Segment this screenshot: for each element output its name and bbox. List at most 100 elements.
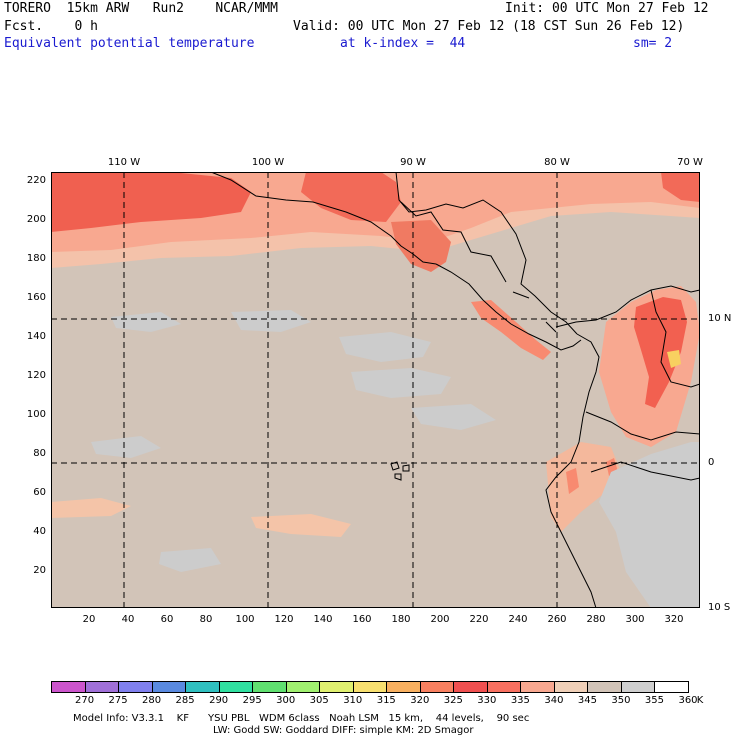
colorbar-label: 310 xyxy=(343,695,363,706)
cool-patch-5 xyxy=(159,548,221,572)
colorbar-label: 300 xyxy=(276,695,296,706)
hot-core-colombia xyxy=(634,297,687,408)
x-tick: 40 xyxy=(121,614,135,625)
hot-dots-ecuador xyxy=(566,458,618,494)
colorbar-unit: K xyxy=(696,695,704,706)
colorbar-swatch xyxy=(285,681,321,693)
y-tick: 80 xyxy=(33,448,46,459)
colorbar-swatch xyxy=(486,681,522,693)
colorbar-label: 305 xyxy=(309,695,329,706)
warm-strip-central-america xyxy=(471,300,551,360)
colorbar-label: 275 xyxy=(108,695,128,706)
hot-patch-gulf xyxy=(661,172,700,202)
colorbar-swatch xyxy=(386,681,421,693)
coast-south-america-north xyxy=(555,285,700,328)
colorbar-swatch xyxy=(654,681,689,693)
colorbar-swatch xyxy=(185,681,220,693)
theta-e-map xyxy=(51,172,700,608)
y-tick: 140 xyxy=(26,331,46,342)
warm-band-north-core xyxy=(51,202,700,268)
colorbar-label: 330 xyxy=(477,695,497,706)
colorbar-swatch xyxy=(620,681,656,693)
x-tick: 320 xyxy=(664,614,684,625)
valid-time: Valid: 00 UTC Mon 27 Feb 12 (18 CST Sun … xyxy=(293,19,685,34)
x-tick: 100 xyxy=(235,614,255,625)
hottest-cell xyxy=(667,350,681,368)
lat-tick: 10 S xyxy=(708,602,731,613)
colorbar-swatch xyxy=(319,681,354,693)
lon-tick: 90 W xyxy=(400,157,426,168)
forecast-hour: Fcst. 0 h xyxy=(4,19,98,34)
map-frame xyxy=(51,172,700,608)
colorbar-label: 295 xyxy=(242,695,262,706)
x-tick: 260 xyxy=(547,614,567,625)
colorbar-swatch xyxy=(587,681,622,693)
colorbar-label: 315 xyxy=(376,695,396,706)
coast-central-america xyxy=(435,263,582,351)
x-tick: 180 xyxy=(391,614,411,625)
cool-patch-6 xyxy=(111,312,181,332)
colorbar-swatch xyxy=(51,681,86,693)
colorbar-swatch xyxy=(151,681,187,693)
y-tick: 200 xyxy=(26,214,46,225)
colorbar-swatch xyxy=(252,681,287,693)
colorbar-label: 320 xyxy=(410,695,430,706)
colorbar-label: 335 xyxy=(510,695,530,706)
colorbar-label: 340 xyxy=(544,695,564,706)
cool-patch-1 xyxy=(339,332,431,362)
smoothing: sm= 2 xyxy=(633,36,673,51)
lon-tick: 100 W xyxy=(251,157,285,168)
x-tick: 240 xyxy=(508,614,528,625)
graticule xyxy=(51,172,700,608)
colorbar-label: 270 xyxy=(74,695,95,706)
y-tick: 20 xyxy=(33,565,46,576)
y-tick: 180 xyxy=(26,253,46,264)
colorbar-label: 345 xyxy=(577,695,597,706)
cool-patch-4 xyxy=(91,436,161,458)
lat-tick: 0 xyxy=(708,457,715,468)
model-info: Model Info: V3.3.1 KF YSU PBL WDM 6class… xyxy=(73,713,530,724)
lon-tick: 70 W xyxy=(677,157,703,168)
init-time: Init: 00 UTC Mon 27 Feb 12 xyxy=(505,1,709,16)
x-tick: 120 xyxy=(274,614,294,625)
physics-info: LW: Godd SW: Goddard DIFF: simple KM: 2D… xyxy=(213,725,474,736)
x-tick: 60 xyxy=(160,614,174,625)
coast-south-america-west xyxy=(545,333,600,608)
colorbar-swatch xyxy=(520,681,555,693)
coast-caribbean-central-america xyxy=(395,172,578,335)
x-tick: 140 xyxy=(313,614,333,625)
colorbar-label: 285 xyxy=(175,695,195,706)
x-tick: 220 xyxy=(469,614,489,625)
border-central-america xyxy=(400,201,557,333)
hot-patch-mexico xyxy=(301,172,401,222)
warm-patch-guatemala xyxy=(391,220,451,272)
warm-streak-south-1 xyxy=(251,514,351,537)
level-index: at k-index = 44 xyxy=(340,36,466,51)
x-tick: 280 xyxy=(586,614,606,625)
y-tick: 60 xyxy=(33,487,46,498)
coastlines xyxy=(210,172,700,608)
cool-patch-7 xyxy=(411,404,496,430)
colorbar-label: 280 xyxy=(142,695,162,706)
hot-patch-nw xyxy=(51,172,251,232)
colorbar-label: 355 xyxy=(644,695,665,706)
warm-patch-ecuador xyxy=(546,442,621,532)
border-colombia-venezuela xyxy=(650,289,700,388)
lon-tick: 110 W xyxy=(107,157,141,168)
cool-patch-3 xyxy=(231,310,311,332)
lat-tick: 10 N xyxy=(708,313,732,324)
border-ecuador-peru xyxy=(585,411,700,481)
x-tick: 300 xyxy=(625,614,645,625)
run-title: TORERO 15km ARW Run2 NCAR/MMM xyxy=(4,1,278,16)
colorbar-swatch xyxy=(352,681,388,693)
colorbar-label: 290 xyxy=(209,695,229,706)
y-tick: 120 xyxy=(26,370,46,381)
colorbar-swatch xyxy=(84,681,120,693)
y-tick: 40 xyxy=(33,526,46,537)
colorbar-swatch xyxy=(218,681,254,693)
colorbar-label: 350 xyxy=(611,695,631,706)
colorbar-swatch xyxy=(419,681,455,693)
coast-mexico xyxy=(210,172,437,265)
x-tick: 20 xyxy=(82,614,96,625)
lon-tick: 80 W xyxy=(544,157,570,168)
